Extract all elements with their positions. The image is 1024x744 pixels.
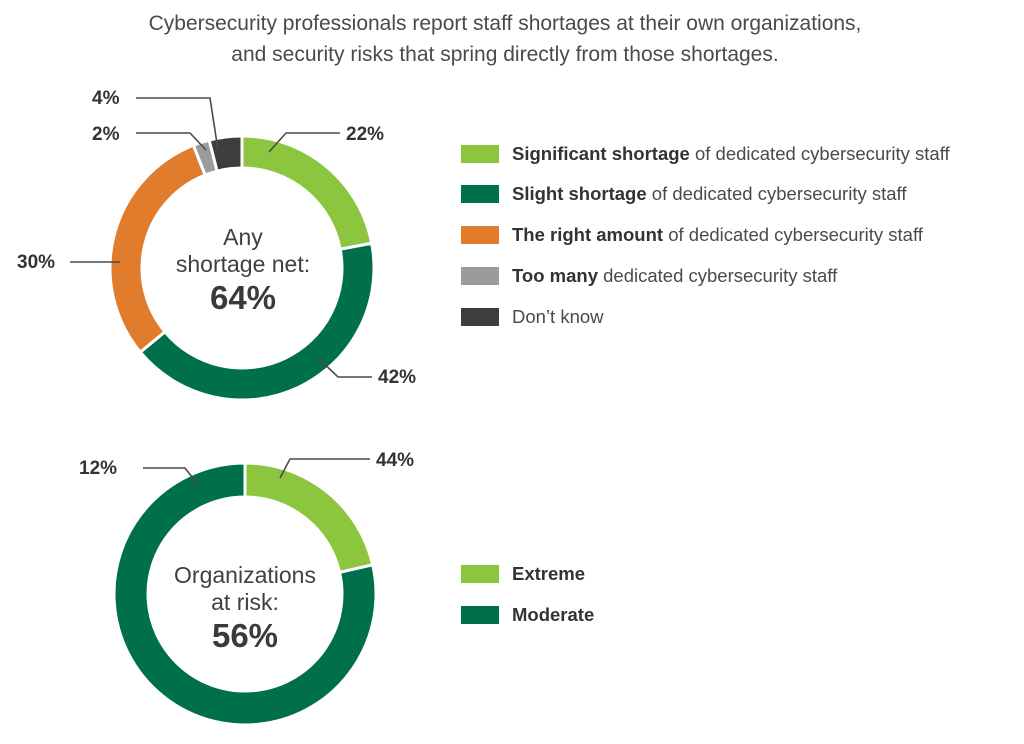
- donut2-label-moderate: 44%: [376, 450, 415, 471]
- legend2-swatch-extreme: [461, 565, 499, 583]
- legend2-item-extreme: Extreme: [461, 563, 585, 585]
- donut2-label-extreme: 12%: [79, 458, 118, 479]
- legend1-item-right-amount: The right amount of dedicated cybersecur…: [461, 224, 923, 246]
- legend1-swatch-significant: [461, 145, 499, 163]
- legend2-item-moderate: Moderate: [461, 604, 594, 626]
- donut1-leader-slight: [316, 356, 372, 378]
- donut1-label-too-many: 2%: [92, 124, 120, 145]
- legend1-item-dont-know: Don’t know: [461, 306, 604, 328]
- donut2-slice-extreme: [243, 461, 375, 575]
- legend1-bold-significant: Significant shortage: [512, 143, 690, 164]
- legend1-item-too-many: Too many dedicated cybersecurity staff: [461, 265, 837, 287]
- legend1-bold-slight: Slight shortage: [512, 183, 647, 204]
- donut1-leader-too-many: [136, 132, 207, 151]
- legend2-bold-moderate: Moderate: [512, 604, 595, 625]
- donut1-center-line2: shortage net:: [175, 251, 311, 277]
- donut1-center-value: 64%: [209, 279, 277, 316]
- legend1-swatch-dont-know: [461, 308, 499, 326]
- title-line-1: Cybersecurity professionals report staff…: [148, 12, 862, 35]
- chart-title: Cybersecurity professionals report staff…: [0, 8, 1010, 70]
- legend1-rest-right-amount: of dedicated cybersecurity staff: [663, 224, 923, 245]
- legend1-swatch-too-many: [461, 267, 499, 285]
- legend1-rest-dont-know: Don’t know: [512, 306, 604, 327]
- legend1-bold-right-amount: The right amount: [512, 224, 664, 245]
- legend2-swatch-moderate: [461, 606, 499, 624]
- legend1-item-significant: Significant shortage of dedicated cybers…: [461, 143, 950, 165]
- donut2-slice-moderate: [112, 461, 378, 727]
- donut1-center-line1: Any: [223, 224, 263, 250]
- donut2-center-line1: Organizations: [174, 562, 316, 588]
- donut2-center-line2: at risk:: [211, 589, 279, 615]
- donut1-leader-significant: [268, 132, 340, 153]
- donut1-label-right-amount: 30%: [17, 252, 56, 273]
- donut1-label-slight: 42%: [378, 367, 417, 388]
- legend1-swatch-right-amount: [461, 226, 499, 244]
- donut1-label-dont-know: 4%: [92, 88, 120, 109]
- legend1-rest-too-many: dedicated cybersecurity staff: [598, 265, 838, 286]
- donut1-label-significant: 22%: [346, 124, 385, 145]
- donut2-center-value: 56%: [211, 617, 279, 654]
- donut1-leader-dont-know: [136, 97, 219, 151]
- legend1-swatch-slight: [461, 185, 499, 203]
- donut2-leader-extreme: [143, 467, 201, 488]
- donut1-slice-slight: [138, 241, 376, 402]
- donut1-center: Any shortage net: 64%: [148, 224, 338, 318]
- legend1-rest-significant: of dedicated cybersecurity staff: [689, 143, 950, 164]
- donut2-leader-moderate: [279, 458, 370, 479]
- legend1-bold-too-many: Too many: [512, 265, 598, 286]
- legend1-rest-slight: of dedicated cybersecurity staff: [646, 183, 907, 204]
- legend1-item-slight: Slight shortage of dedicated cybersecuri…: [461, 183, 906, 205]
- donut2-center: Organizations at risk: 56%: [150, 562, 340, 656]
- title-line-2: and security risks that spring directly …: [231, 43, 779, 66]
- legend2-bold-extreme: Extreme: [512, 563, 586, 584]
